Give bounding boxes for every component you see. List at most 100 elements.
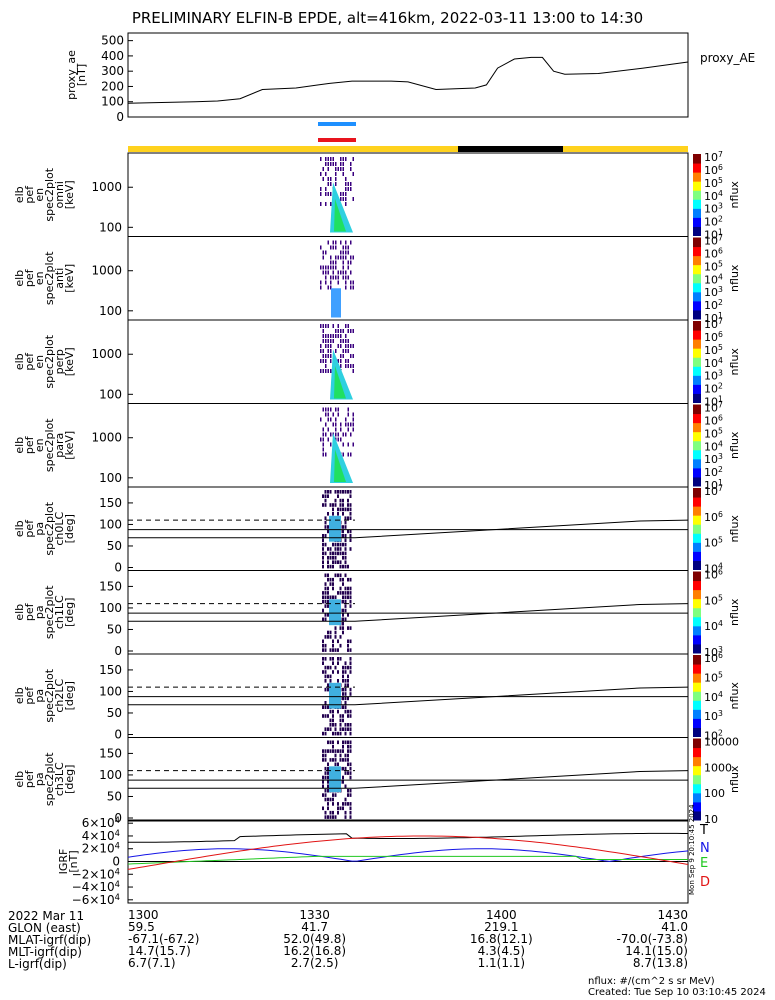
pa-speckle [335,815,337,819]
spec-speckle [348,329,350,333]
pa-speckle [332,732,334,736]
panel-spec2plot_perp: 1001000 nflux [91,320,741,404]
ae-ytick-label: 100 [101,95,124,109]
footer-l-label: L-igrf(dip) [8,957,67,971]
pa-speckle [330,657,332,661]
pa-speckle [350,661,352,665]
pa-speckle [327,780,329,784]
igrf-legend-N: N [700,841,710,856]
colorbar-swatch [693,163,701,173]
spec-speckle [345,202,347,206]
pa-speckle [350,508,352,512]
pa-speckle [345,785,347,789]
pa-speckle [335,758,337,762]
spec-speckle [335,177,337,181]
spec-speckle [330,369,332,373]
spec-speckle [338,329,340,333]
spec-speckle [330,339,332,343]
pa-speckle [327,494,329,498]
pa-speckle [327,578,329,582]
ytick-label: 150 [99,496,122,510]
spec-speckle [335,423,337,427]
colorbar-label: nflux [728,264,741,292]
spec-speckle [340,241,342,245]
pa-speckle [335,556,337,560]
pa-speckle [325,754,327,758]
colorbar: nflux [693,572,741,654]
pa-speckle [347,666,349,670]
spec-speckle [340,192,342,196]
ytick-label: 1000 [91,347,122,361]
pa-speckle [342,534,344,538]
pa-speckle [322,705,324,709]
colorbar: nflux [693,739,741,821]
pa-speckle [332,723,334,727]
pa-speckle [330,565,332,569]
spec-speckle [335,167,337,171]
spec-speckle [330,177,332,181]
spec-speckle [330,202,332,206]
colorbar-tick: 106 [704,163,723,177]
pa-speckle [325,670,327,674]
pa-speckle [332,565,334,569]
colorbar-swatch [693,590,701,600]
spec-speckle [350,281,352,285]
pa-speckle [332,798,334,802]
pa-speckle [342,626,344,630]
spec-speckle [330,359,332,363]
spec-speckle [328,192,330,196]
spec-speckle [350,364,352,368]
pa-speckle [325,618,327,622]
pa-speckle [322,714,324,718]
colorbar-tick: 104 [704,619,723,633]
pa-speckle [337,763,339,767]
spec-speckle [328,369,330,373]
pa-speckle [330,749,332,753]
pa-speckle [340,552,342,556]
pa-speckle [325,600,327,604]
pa-speckle [330,798,332,802]
spec-speckle [338,324,340,328]
colorbar-swatch [693,292,701,302]
pa-speckle [342,609,344,613]
pa-speckle [327,560,329,564]
spec-speckle [333,266,335,270]
colorbar-swatch [693,608,701,618]
colorbar-swatch [693,301,701,311]
spec-speckle [320,324,322,328]
pa-speckle [327,512,329,516]
spec-speckle [340,354,342,358]
spec-speckle [330,418,332,422]
pa-speckle [327,683,329,687]
pa-speckle [330,582,332,586]
shadow-bar [458,146,563,152]
pa-speckle [340,587,342,591]
spec-speckle [320,281,322,285]
pa-speckle [340,714,342,718]
pa-speckle [337,591,339,595]
pa-speckle [330,596,332,600]
pa-speckle [325,767,327,771]
colorbar-tick: 105 [704,176,723,190]
pa-speckle [327,591,329,595]
spec-speckle [345,177,347,181]
spec-speckle [338,438,340,442]
colorbar-tick: 103 [704,202,723,216]
pa-speckle [347,640,349,644]
pa-speckle [327,666,329,670]
spec-speckle [328,286,330,290]
colorbar-swatch [693,757,701,767]
igrf-ylabel-line: [nT] [67,850,80,872]
pa-speckle [347,508,349,512]
pa-speckle [332,793,334,797]
footer-cell: 8.7(13.8) [633,956,688,970]
spec-speckle [340,423,342,427]
pa-speckle [345,587,347,591]
spec-speckle [340,344,342,348]
pa-speckle [337,560,339,564]
pa-speckle [325,798,327,802]
pa-speckle [345,538,347,542]
spec-speckle [323,369,325,373]
pa-speckle [327,596,329,600]
spec-speckle [325,354,327,358]
